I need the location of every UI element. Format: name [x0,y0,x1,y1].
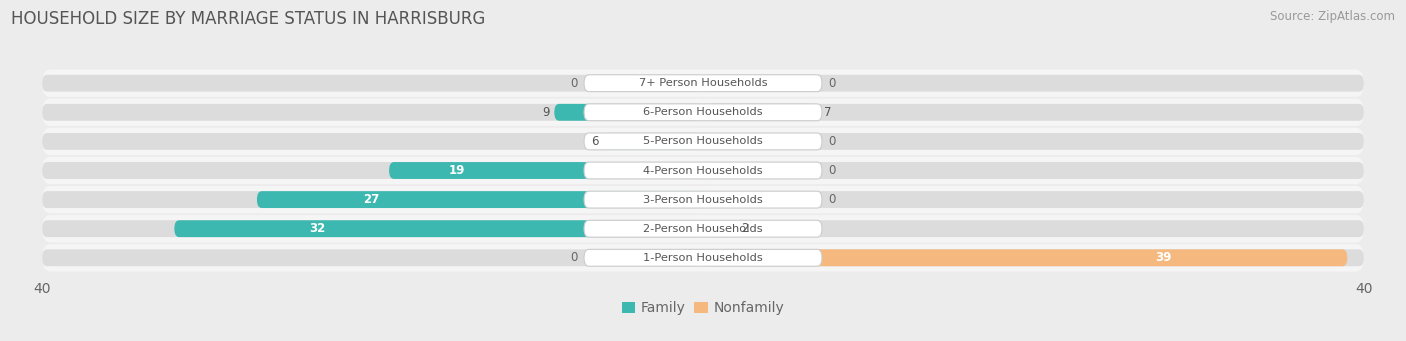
Text: HOUSEHOLD SIZE BY MARRIAGE STATUS IN HARRISBURG: HOUSEHOLD SIZE BY MARRIAGE STATUS IN HAR… [11,10,485,28]
Text: 4-Person Households: 4-Person Households [643,165,763,176]
FancyBboxPatch shape [583,249,823,266]
Text: 0: 0 [828,193,837,206]
FancyBboxPatch shape [583,191,823,208]
Text: 2: 2 [741,222,748,235]
FancyBboxPatch shape [257,191,703,208]
Text: 7: 7 [824,106,831,119]
Text: 0: 0 [828,77,837,90]
FancyBboxPatch shape [583,133,823,150]
FancyBboxPatch shape [703,133,1364,150]
FancyBboxPatch shape [583,104,823,121]
Text: 19: 19 [449,164,465,177]
FancyBboxPatch shape [583,75,823,92]
Text: 5-Person Households: 5-Person Households [643,136,763,146]
Text: 0: 0 [569,77,578,90]
FancyBboxPatch shape [42,128,1364,155]
Text: 0: 0 [569,251,578,264]
Text: 0: 0 [828,164,837,177]
Text: 27: 27 [363,193,380,206]
FancyBboxPatch shape [174,220,703,237]
FancyBboxPatch shape [42,104,703,121]
FancyBboxPatch shape [703,75,1364,92]
FancyBboxPatch shape [605,133,703,150]
FancyBboxPatch shape [703,162,1364,179]
FancyBboxPatch shape [703,249,1364,266]
Legend: Family, Nonfamily: Family, Nonfamily [616,296,790,321]
Text: 1-Person Households: 1-Person Households [643,253,763,263]
Text: 0: 0 [828,135,837,148]
FancyBboxPatch shape [42,162,703,179]
FancyBboxPatch shape [42,99,1364,126]
FancyBboxPatch shape [583,162,823,179]
FancyBboxPatch shape [42,133,703,150]
FancyBboxPatch shape [583,220,823,237]
Text: 32: 32 [309,222,326,235]
FancyBboxPatch shape [703,104,818,121]
FancyBboxPatch shape [42,191,703,208]
FancyBboxPatch shape [42,249,703,266]
Text: 3-Person Households: 3-Person Households [643,195,763,205]
FancyBboxPatch shape [42,215,1364,242]
FancyBboxPatch shape [389,162,703,179]
Text: 6-Person Households: 6-Person Households [643,107,763,117]
FancyBboxPatch shape [703,220,737,237]
FancyBboxPatch shape [42,70,1364,97]
FancyBboxPatch shape [42,186,1364,213]
FancyBboxPatch shape [554,104,703,121]
FancyBboxPatch shape [42,220,703,237]
FancyBboxPatch shape [703,249,1347,266]
Text: 7+ Person Households: 7+ Person Households [638,78,768,88]
Text: 9: 9 [541,106,550,119]
FancyBboxPatch shape [42,157,1364,184]
Text: 39: 39 [1156,251,1171,264]
Text: Source: ZipAtlas.com: Source: ZipAtlas.com [1270,10,1395,23]
FancyBboxPatch shape [703,220,1364,237]
Text: 6: 6 [592,135,599,148]
FancyBboxPatch shape [703,104,1364,121]
FancyBboxPatch shape [703,191,1364,208]
Text: 2-Person Households: 2-Person Households [643,224,763,234]
FancyBboxPatch shape [42,75,703,92]
FancyBboxPatch shape [42,244,1364,271]
